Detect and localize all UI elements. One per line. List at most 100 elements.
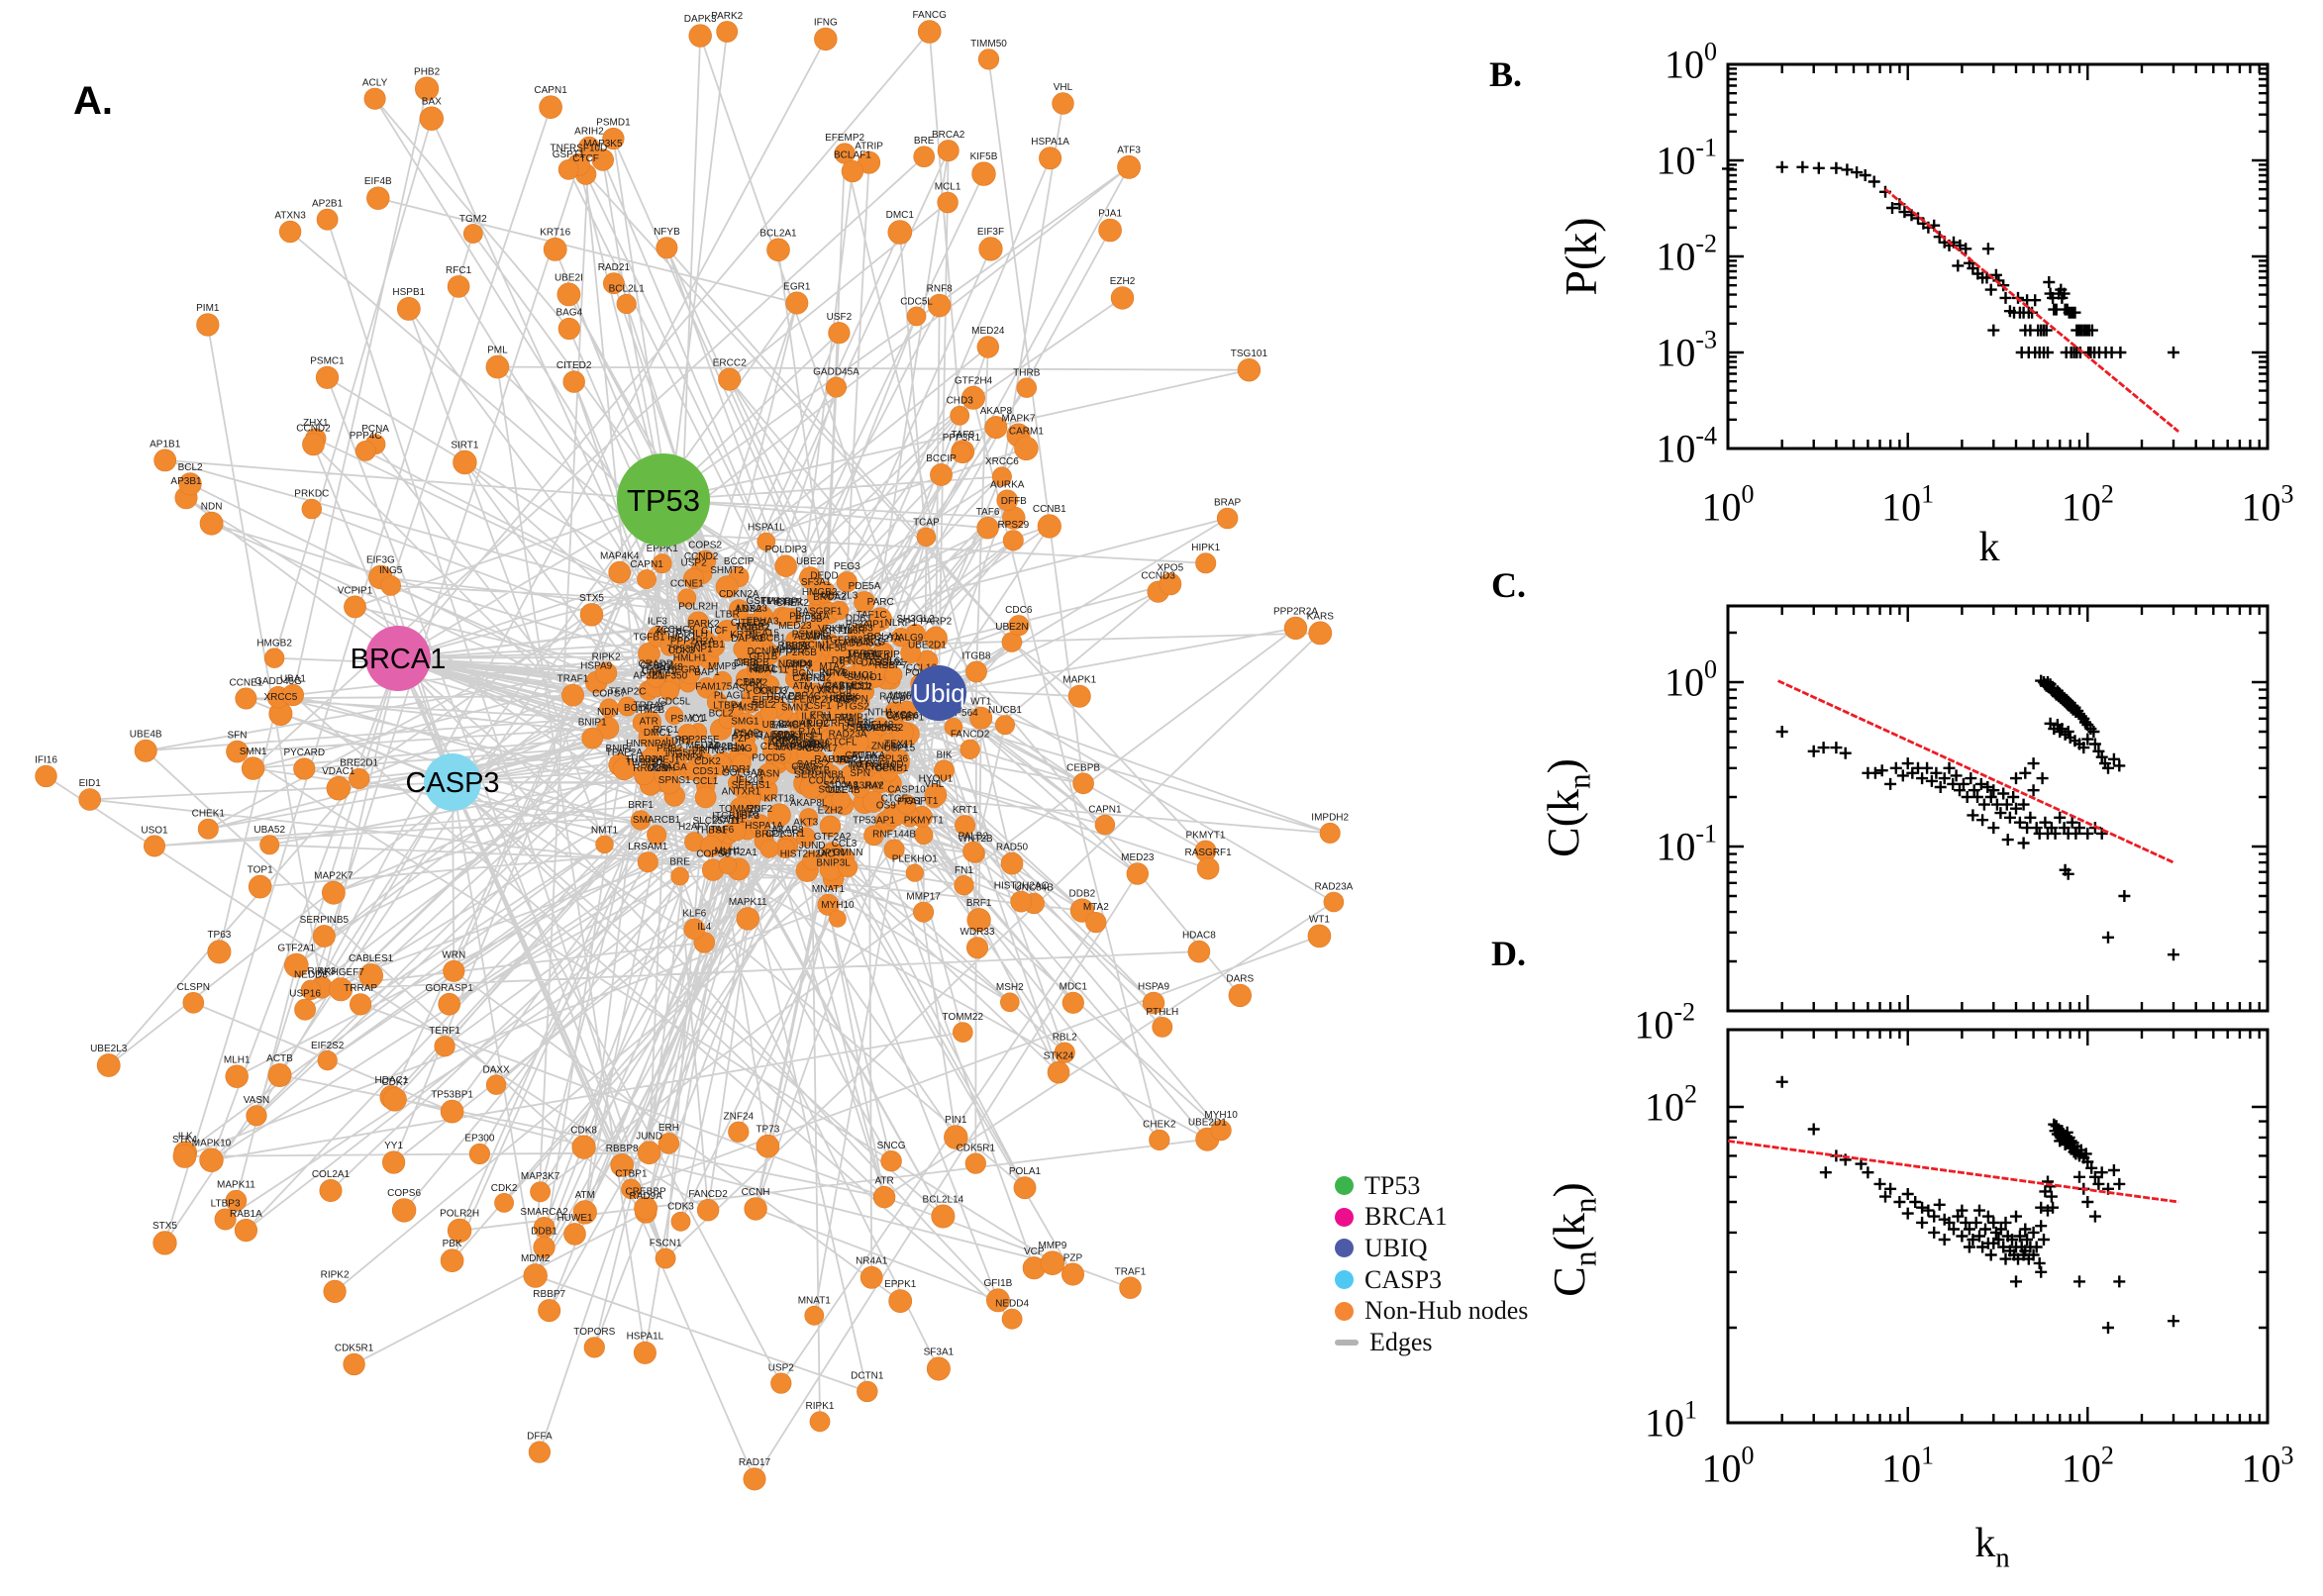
gene-label: NTH1	[867, 707, 894, 718]
non-hub-node	[677, 588, 697, 608]
non-hub-node	[572, 1200, 597, 1225]
gene-label: CDK7	[776, 731, 803, 742]
gene-label: PHB2	[656, 744, 683, 754]
non-hub-node	[677, 723, 698, 745]
non-hub-node	[438, 992, 461, 1016]
non-hub-node	[1061, 991, 1084, 1014]
gene-label: VCP	[885, 695, 906, 706]
network-node-labels: HIST2H2AC GTF2A1 ING5 ERCC2 GTF2H4 BRF1 TAF6 NF…	[35, 10, 1354, 1468]
non-hub-node	[729, 796, 753, 820]
gene-label: ZNF148	[858, 720, 894, 731]
gene-label: JUND	[799, 841, 826, 851]
non-hub-node	[358, 963, 384, 988]
gene-label: RAD23A	[829, 730, 867, 741]
non-hub-node	[1152, 1017, 1173, 1038]
non-hub-node	[814, 27, 838, 51]
gene-label: ING5	[665, 748, 689, 758]
gene-label: ILK	[178, 1131, 193, 1142]
non-hub-node	[294, 998, 317, 1021]
gene-label: PIM1	[196, 303, 220, 314]
non-hub-node	[825, 376, 847, 398]
non-hub-node	[350, 993, 372, 1016]
gene-label: OS9	[876, 801, 896, 812]
gene-label: THRB	[1013, 367, 1041, 378]
gene-label: EIF3F	[977, 227, 1004, 238]
non-hub-node	[263, 648, 285, 668]
gene-label: VCPIP1	[338, 585, 373, 596]
gene-label: ARHGEF7	[318, 967, 365, 978]
gene-label: PBK	[443, 1239, 462, 1249]
non-hub-node	[354, 440, 376, 461]
gene-label: RRM2B	[633, 763, 667, 774]
gene-label: PSMC1	[670, 714, 705, 725]
non-hub-node	[468, 1143, 491, 1165]
gene-label: ACTB	[266, 1053, 293, 1064]
gene-label: MAPK11	[217, 1180, 255, 1191]
gene-label: BCLAF1	[834, 150, 871, 161]
non-hub-node	[1210, 1119, 1232, 1142]
legend-dot-icon	[1335, 1239, 1354, 1258]
gene-label: COPS2	[688, 541, 722, 551]
non-hub-node	[1039, 147, 1062, 170]
gene-label: UBA1	[280, 674, 307, 685]
gene-label: EIF2S1	[753, 695, 786, 706]
gene-label: BACH1	[778, 719, 812, 730]
non-hub-node	[301, 498, 322, 520]
non-hub-node	[896, 794, 917, 815]
non-hub-node	[1195, 552, 1217, 574]
gene-label: ARIH2	[799, 719, 829, 730]
non-hub-node	[758, 674, 780, 696]
gene-label: ATM	[575, 1190, 595, 1201]
gene-label: TP63	[771, 730, 795, 741]
gene-label: PALB2	[959, 832, 989, 843]
non-hub-node	[696, 1198, 720, 1222]
gene-label: EFEMP2	[825, 133, 864, 144]
tick-label: 100	[1702, 1442, 1755, 1491]
gene-label: SMARCB1	[633, 815, 681, 826]
gene-label: PZP	[1063, 1252, 1083, 1263]
non-hub-node	[283, 952, 309, 978]
gene-label: MED23	[778, 621, 812, 632]
gene-label: MAPK11	[729, 897, 767, 908]
non-hub-node	[594, 661, 618, 684]
gene-label: ZHX1	[303, 418, 329, 429]
non-hub-node	[954, 875, 974, 896]
gene-label: CREBBP	[626, 1186, 666, 1197]
gene-label: HSPA1A	[1031, 137, 1069, 148]
panel-a-label: A.	[73, 79, 113, 123]
non-hub-node	[817, 893, 840, 916]
non-hub-node	[757, 532, 776, 551]
tick-label: 100	[1665, 655, 1717, 705]
gene-label: ERCC2	[713, 357, 747, 368]
non-hub-node	[716, 620, 739, 642]
non-hub-node	[1119, 1276, 1142, 1299]
fit-line	[1777, 679, 2174, 864]
non-hub-node	[319, 1179, 343, 1203]
gene-label: ACLY	[362, 77, 388, 88]
gene-label: AKAP8	[980, 406, 1013, 417]
non-hub-node	[1016, 377, 1038, 398]
non-hub-node	[743, 1467, 766, 1491]
non-hub-node	[832, 747, 851, 765]
non-hub-node	[616, 293, 637, 315]
non-hub-node	[855, 682, 875, 702]
gene-label: XRCC6	[985, 456, 1019, 467]
gene-label: IFNG	[840, 656, 863, 667]
non-hub-node	[718, 367, 742, 391]
plot-frame	[1726, 1028, 2270, 1425]
non-hub-node	[729, 599, 750, 620]
gene-label: ANTXR1	[722, 787, 761, 798]
gene-label: TRAF1	[557, 674, 589, 685]
gene-label: CTCF	[701, 626, 728, 637]
gene-label: CCNH	[742, 1187, 770, 1198]
gene-label: SIRT1	[451, 441, 479, 451]
gene-label: PIAS4	[829, 695, 858, 706]
gene-label: ATXN3	[732, 730, 763, 741]
gene-label: RNF8	[675, 752, 702, 763]
non-hub-node	[321, 880, 346, 905]
gene-label: BAP1	[694, 667, 720, 678]
gene-label: PKMYT1	[1185, 830, 1225, 841]
non-hub-node	[784, 656, 805, 677]
gene-label: STX5	[579, 593, 604, 604]
